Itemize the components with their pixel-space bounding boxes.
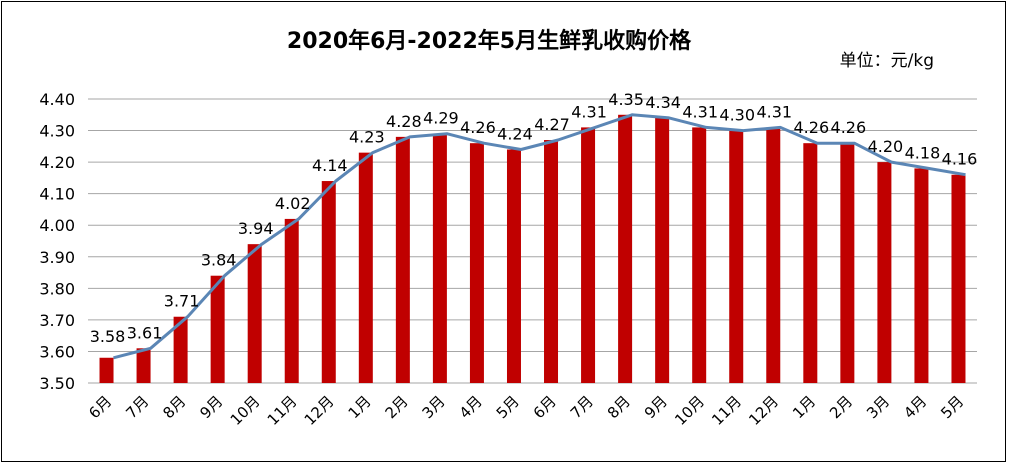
data-label: 4.31	[571, 102, 607, 121]
bar	[358, 152, 373, 383]
bar	[840, 143, 855, 383]
data-label: 4.28	[386, 112, 422, 131]
y-tick-label: 3.80	[39, 279, 75, 298]
bar	[395, 136, 410, 383]
y-axis-ticks: 3.50 3.60 3.70 3.80 3.90 4.00 4.10 4.20 4.30 4.40	[39, 90, 75, 393]
x-tick-label: 8月	[604, 392, 634, 422]
x-tick-label: 5月	[493, 392, 523, 422]
x-axis-ticks: 6月 7月 8月 9月 10月 11月 12月 1月 2月 3月 4月 5月 6月 7月 8月 9月 10月 11…	[85, 392, 967, 429]
data-label: 4.18	[905, 143, 941, 162]
x-tick-label: 9月	[641, 392, 671, 422]
bar	[618, 114, 633, 384]
data-label: 4.23	[349, 128, 385, 147]
x-tick-label: 5月	[937, 392, 967, 422]
y-tick-label: 4.10	[39, 185, 75, 204]
unit-label: 单位：元/kg	[840, 51, 934, 71]
data-label: 4.27	[534, 115, 570, 134]
y-tick-label: 4.20	[39, 153, 75, 172]
y-tick-label: 4.40	[39, 90, 75, 109]
x-tick-label: 2月	[382, 392, 412, 422]
data-label: 4.30	[719, 106, 755, 125]
y-tick-label: 4.00	[39, 216, 75, 235]
x-tick-label: 11月	[708, 392, 745, 429]
x-tick-label: 12月	[301, 392, 338, 429]
x-tick-label: 10月	[227, 392, 264, 429]
x-tick-label: 9月	[196, 392, 226, 422]
x-tick-label: 4月	[900, 392, 930, 422]
x-tick-label: 1月	[345, 392, 375, 422]
y-tick-label: 3.60	[39, 342, 75, 361]
bar	[136, 348, 151, 383]
data-label: 3.58	[90, 327, 126, 346]
x-tick-label: 4月	[456, 392, 486, 422]
bar	[284, 218, 299, 383]
x-tick-label: 3月	[863, 392, 893, 422]
data-label: 4.20	[868, 137, 904, 156]
x-tick-label: 3月	[419, 392, 449, 422]
data-label: 4.26	[794, 118, 830, 137]
data-label: 4.26	[460, 118, 496, 137]
bar	[247, 244, 262, 383]
y-tick-label: 3.70	[39, 311, 75, 330]
data-labels: 3.58 3.613.71 3.843.944.024.144.234.28 4.29…	[90, 90, 978, 346]
bars	[99, 114, 966, 384]
bar	[469, 143, 484, 383]
x-tick-label: 7月	[567, 392, 597, 422]
data-label: 4.26	[831, 118, 867, 137]
bar	[803, 143, 818, 383]
data-label: 4.16	[942, 150, 978, 169]
bar	[581, 127, 596, 384]
y-tick-label: 4.30	[39, 122, 75, 141]
bar	[951, 174, 966, 383]
data-label: 3.94	[238, 219, 274, 238]
data-label: 4.34	[645, 93, 681, 112]
grid-lines	[88, 98, 977, 384]
bar	[544, 140, 559, 383]
trend-line	[113, 113, 966, 360]
x-tick-label: 1月	[789, 392, 819, 422]
bar	[766, 127, 781, 384]
bar	[210, 275, 225, 383]
bar	[432, 133, 447, 383]
bar	[99, 357, 114, 383]
data-label: 3.71	[164, 292, 200, 311]
bar	[321, 181, 336, 383]
data-label: 3.84	[201, 251, 237, 270]
x-tick-label: 7月	[122, 392, 152, 422]
x-tick-label: 12月	[745, 392, 782, 429]
x-tick-label: 2月	[826, 392, 856, 422]
data-label: 4.24	[497, 124, 533, 143]
bar	[173, 316, 188, 383]
data-label: 4.35	[608, 90, 644, 109]
x-tick-label: 11月	[264, 392, 301, 429]
bar	[506, 149, 521, 383]
bar	[655, 117, 670, 383]
data-label: 4.02	[275, 194, 311, 213]
data-label: 3.61	[127, 323, 163, 342]
bar	[914, 168, 929, 383]
x-tick-label: 6月	[530, 392, 560, 422]
data-label: 4.31	[682, 102, 718, 121]
y-tick-label: 3.90	[39, 248, 75, 267]
chart-title: 2020年6月-2022年5月生鲜乳收购价格	[287, 28, 692, 54]
x-tick-label: 10月	[671, 392, 708, 429]
x-tick-label: 8月	[159, 392, 189, 422]
bar	[877, 162, 892, 383]
x-tick-label: 6月	[85, 392, 115, 422]
data-label: 4.31	[756, 102, 792, 121]
data-label: 4.14	[312, 156, 348, 175]
data-label: 4.29	[423, 109, 459, 128]
y-tick-label: 3.50	[39, 374, 75, 393]
bar	[729, 130, 744, 383]
bar	[692, 127, 707, 384]
